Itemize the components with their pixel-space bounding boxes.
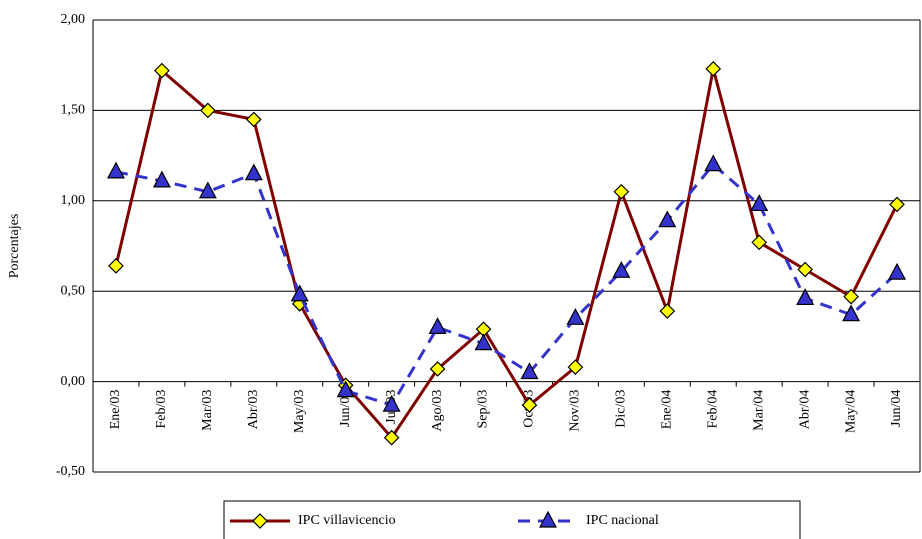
- y-tick-label: -0,50: [56, 464, 85, 479]
- legend-label: IPC nacional: [586, 513, 659, 528]
- x-tick-label: Jun/04: [889, 390, 904, 427]
- x-tick-label: May/03: [292, 390, 307, 434]
- marker: [520, 362, 539, 380]
- x-tick-label: Jun/03: [338, 390, 353, 427]
- marker: [659, 303, 676, 319]
- legend-marker: [252, 513, 268, 529]
- marker: [244, 163, 263, 181]
- marker: [704, 154, 723, 172]
- x-tick-label: Mar/04: [751, 390, 766, 431]
- marker: [200, 102, 216, 119]
- marker: [474, 333, 493, 351]
- x-tick-label: Sep/03: [476, 390, 491, 429]
- x-tick-label: Dic/03: [614, 390, 629, 428]
- y-tick-label: 0,50: [61, 283, 86, 298]
- x-tick-label: Ago/03: [430, 390, 445, 432]
- y-axis-label: Porcentajes: [7, 214, 22, 279]
- legend-label: IPC villavicencio: [298, 513, 396, 528]
- y-tick-label: 1,50: [61, 103, 86, 118]
- marker: [796, 288, 815, 306]
- y-tick-label: 1,00: [61, 193, 86, 208]
- marker: [567, 359, 584, 375]
- x-tick-label: Feb/04: [705, 390, 720, 429]
- marker: [108, 258, 124, 274]
- legend-marker: [539, 510, 557, 528]
- marker: [843, 288, 859, 305]
- marker: [750, 194, 769, 212]
- marker: [888, 262, 907, 280]
- x-tick-label: Mar/03: [200, 390, 215, 431]
- marker: [521, 397, 538, 413]
- marker: [428, 317, 447, 334]
- marker: [705, 60, 722, 77]
- marker: [612, 261, 631, 278]
- marker: [658, 210, 677, 228]
- x-tick-label: Nov/03: [568, 390, 583, 432]
- x-tick-label: Ene/03: [108, 390, 123, 430]
- legend-box: [223, 500, 801, 539]
- marker: [106, 161, 125, 179]
- x-tick-label: May/04: [843, 390, 858, 434]
- x-tick-label: Feb/03: [154, 390, 169, 429]
- marker: [383, 429, 400, 446]
- y-tick-label: 0,00: [61, 374, 86, 389]
- y-tick-label: 2,00: [61, 12, 86, 27]
- marker: [152, 170, 171, 188]
- marker: [382, 394, 401, 412]
- x-tick-label: Abr/04: [797, 390, 812, 430]
- marker: [613, 183, 630, 200]
- marker: [889, 196, 905, 213]
- marker: [245, 111, 262, 128]
- marker: [336, 380, 355, 398]
- marker: [198, 181, 217, 199]
- marker: [842, 304, 861, 322]
- marker: [566, 308, 585, 325]
- x-tick-label: Abr/03: [246, 390, 261, 430]
- marker: [797, 261, 813, 278]
- marker: [154, 62, 170, 79]
- series-line: [114, 67, 899, 441]
- marker: [429, 361, 446, 377]
- marker: [751, 234, 768, 251]
- x-tick-label: Ene/04: [660, 390, 675, 430]
- marker: [290, 284, 309, 302]
